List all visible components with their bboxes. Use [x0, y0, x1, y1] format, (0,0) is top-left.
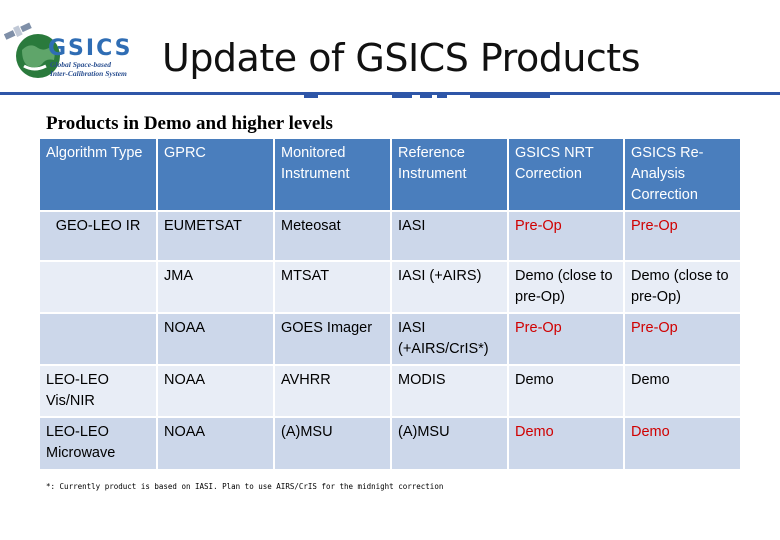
- header-nrt-correction: GSICS NRT Correction: [507, 139, 624, 211]
- cell-algorithm: [40, 312, 157, 365]
- cell-monitored: (A)MSU: [273, 416, 391, 469]
- title-divider: [0, 92, 780, 95]
- cell-nrt: Demo: [507, 416, 624, 469]
- cell-reanalysis: Demo: [623, 364, 740, 417]
- section-subtitle: Products in Demo and higher levels: [46, 113, 333, 134]
- cell-monitored: GOES Imager: [273, 312, 391, 365]
- header-reanalysis-correction: GSICS Re-Analysis Correction: [623, 139, 740, 211]
- table-header-row: Algorithm Type GPRC Monitored Instrument…: [40, 139, 740, 211]
- table-row: LEO-LEO Microwave NOAA (A)MSU (A)MSU Dem…: [40, 416, 740, 469]
- cell-nrt: Pre-Op: [507, 312, 624, 365]
- divider-accent-4: [437, 92, 447, 98]
- cell-nrt: Demo: [507, 364, 624, 417]
- logo-tagline-2: Inter-Calibration System: [50, 69, 127, 78]
- cell-reference: MODIS: [390, 364, 508, 417]
- satellite-globe-icon: [4, 22, 60, 78]
- cell-gprc: NOAA: [156, 416, 274, 469]
- logo-wordmark: GSICS Global Space-based Inter-Calibrati…: [48, 36, 140, 79]
- header-monitored-instrument: Monitored Instrument: [273, 139, 391, 211]
- slide-title: Update of GSICS Products: [162, 36, 641, 80]
- cell-reanalysis: Pre-Op: [623, 312, 740, 365]
- cell-algorithm: LEO-LEO Vis/NIR: [40, 364, 157, 417]
- table-row: JMA MTSAT IASI (+AIRS) Demo (close to pr…: [40, 260, 740, 313]
- logo-tagline-1: Global Space-based: [50, 60, 112, 69]
- header-algorithm-type: Algorithm Type: [40, 139, 157, 211]
- footnote: *: Currently product is based on IASI. P…: [46, 482, 444, 491]
- cell-reference: IASI: [390, 210, 508, 261]
- table-row: NOAA GOES Imager IASI (+AIRS/CrIS*) Pre-…: [40, 312, 740, 365]
- logo-name: GSICS: [48, 36, 133, 61]
- cell-algorithm: [40, 260, 157, 313]
- cell-algorithm: LEO-LEO Microwave: [40, 416, 157, 469]
- divider-accent-1: [304, 92, 318, 98]
- cell-nrt: Pre-Op: [507, 210, 624, 261]
- cell-gprc: NOAA: [156, 312, 274, 365]
- cell-reanalysis: Demo (close to pre-Op): [623, 260, 740, 313]
- cell-reference: (A)MSU: [390, 416, 508, 469]
- cell-gprc: JMA: [156, 260, 274, 313]
- divider-accent-2: [392, 92, 412, 98]
- cell-nrt: Demo (close to pre-Op): [507, 260, 624, 313]
- cell-monitored: Meteosat: [273, 210, 391, 261]
- divider-accent-3: [420, 92, 432, 98]
- table-row: GEO-LEO IR EUMETSAT Meteosat IASI Pre-Op…: [40, 210, 740, 261]
- divider-accent-5: [470, 92, 550, 98]
- cell-algorithm: GEO-LEO IR: [40, 210, 157, 261]
- header-gprc: GPRC: [156, 139, 274, 211]
- cell-reference: IASI (+AIRS/CrIS*): [390, 312, 508, 365]
- gsics-logo: GSICS Global Space-based Inter-Calibrati…: [4, 16, 136, 84]
- cell-gprc: EUMETSAT: [156, 210, 274, 261]
- cell-monitored: MTSAT: [273, 260, 391, 313]
- products-table: Algorithm Type GPRC Monitored Instrument…: [40, 139, 740, 469]
- cell-monitored: AVHRR: [273, 364, 391, 417]
- cell-reanalysis: Demo: [623, 416, 740, 469]
- cell-reference: IASI (+AIRS): [390, 260, 508, 313]
- cell-reanalysis: Pre-Op: [623, 210, 740, 261]
- header-reference-instrument: Reference Instrument: [390, 139, 508, 211]
- cell-gprc: NOAA: [156, 364, 274, 417]
- table-row: LEO-LEO Vis/NIR NOAA AVHRR MODIS Demo De…: [40, 364, 740, 417]
